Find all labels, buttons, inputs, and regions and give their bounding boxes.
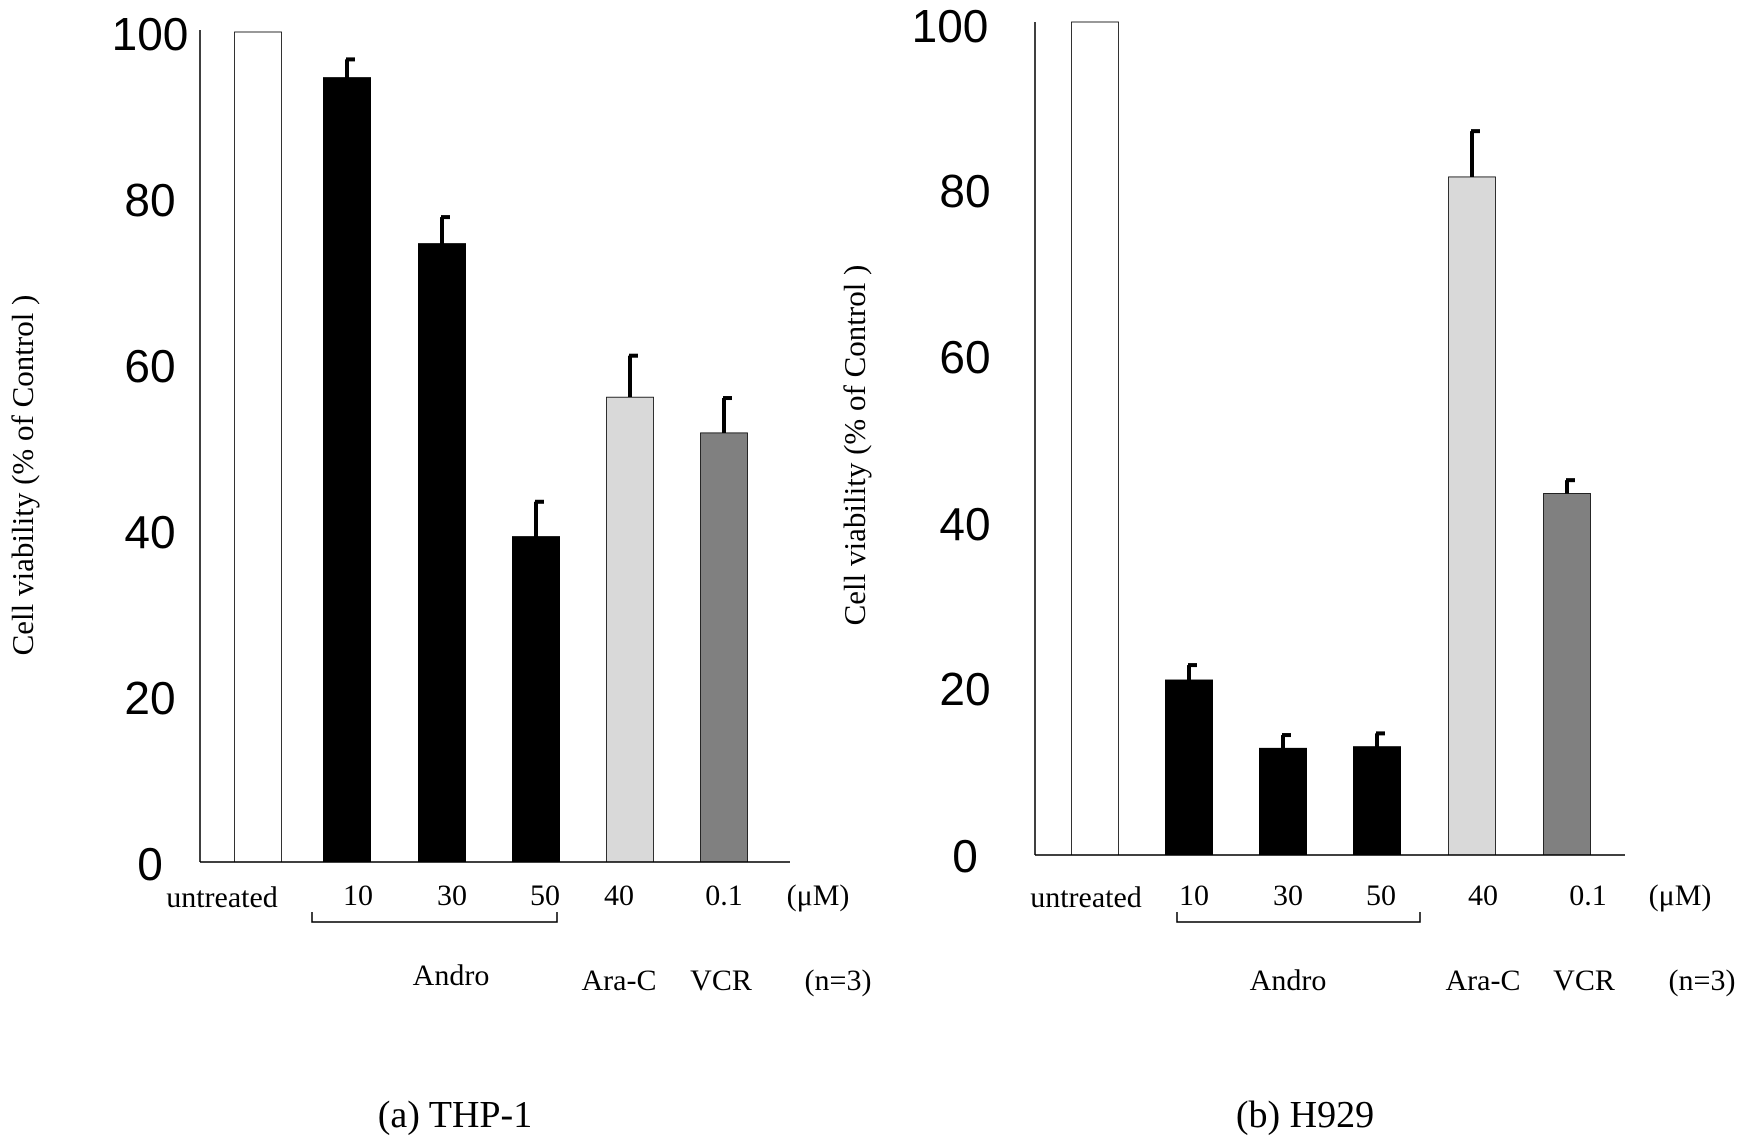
panel-a-andro-bracket (311, 912, 558, 923)
panel-b-bar (1353, 746, 1401, 856)
panel-a-ytick: 0 (137, 838, 163, 890)
panel-a-bar (700, 432, 748, 863)
panel-b-ytick: 80 (939, 165, 990, 217)
panel-b-bar (1165, 679, 1213, 856)
panel-a-caption: (a) THP-1 (378, 1094, 532, 1136)
panel-a-ytick: 60 (124, 340, 175, 392)
panel-b-ytick: 60 (939, 331, 990, 383)
panel-b-group-label: VCR (1553, 964, 1615, 997)
panel-b-bar (1259, 747, 1307, 856)
panel-b-bar (1448, 176, 1496, 856)
panel-a-y-axis-label: Cell viability (% of Control ) (5, 295, 40, 656)
panel-a-unit-label: (μM) (787, 879, 850, 912)
panel-a-bar (606, 396, 654, 863)
panel-b-category-label: 0.1 (1569, 879, 1607, 912)
panel-b-n-label: (n=3) (1669, 964, 1736, 997)
panel-b-caption: (b) H929 (1236, 1094, 1374, 1136)
panel-a-category-label: 10 (343, 879, 373, 912)
panel-a-group-label: Andro (413, 959, 490, 992)
panel-a-bar (234, 31, 282, 863)
panel-b-bars (1071, 21, 1591, 856)
panel-b-category-label: 40 (1468, 879, 1498, 912)
panel-a-bar (323, 77, 371, 863)
panel-b-category-label: 50 (1366, 879, 1396, 912)
panel-b: 100 80 60 40 20 0 Cell viability (% of C… (837, 0, 1735, 1136)
panel-a-group-label: Ara-C (582, 964, 657, 997)
panel-a-bar (418, 243, 466, 863)
panel-a-category-label: 40 (604, 879, 634, 912)
panel-b-category-label: untreated (1030, 881, 1142, 914)
panel-a-group-label: VCR (690, 964, 752, 997)
panel-a-category-label: untreated (166, 881, 278, 914)
panel-b-group-label: Ara-C (1446, 964, 1521, 997)
panel-a-ytick: 40 (124, 506, 175, 558)
panel-b-ytick: 0 (952, 830, 978, 882)
panel-a: 100 80 60 40 20 0 Cell viability (% of C… (5, 8, 871, 1136)
panel-a-ytick: 20 (124, 672, 175, 724)
panel-b-ytick: 100 (912, 0, 989, 52)
panel-a-ytick: 80 (124, 174, 175, 226)
panel-b-ytick: 40 (939, 498, 990, 550)
panel-b-ytick: 20 (939, 663, 990, 715)
panel-b-bar (1543, 493, 1591, 856)
panel-a-category-label: 50 (530, 879, 560, 912)
panel-b-category-label: 30 (1273, 879, 1303, 912)
panel-a-bar (512, 536, 560, 863)
panel-b-category-label: 10 (1179, 879, 1209, 912)
panel-a-bars (234, 31, 748, 863)
panel-b-andro-bracket (1176, 912, 1421, 923)
panel-b-unit-label: (μM) (1649, 879, 1712, 912)
panel-a-category-label: 0.1 (705, 879, 743, 912)
panel-b-y-axis-label: Cell viability (% of Control ) (837, 265, 872, 626)
panel-a-category-label: 30 (437, 879, 467, 912)
panel-a-ytick: 100 (112, 8, 189, 60)
panel-a-n-label: (n=3) (805, 964, 872, 997)
panel-b-bar (1071, 21, 1119, 856)
panel-b-group-label: Andro (1250, 964, 1327, 997)
